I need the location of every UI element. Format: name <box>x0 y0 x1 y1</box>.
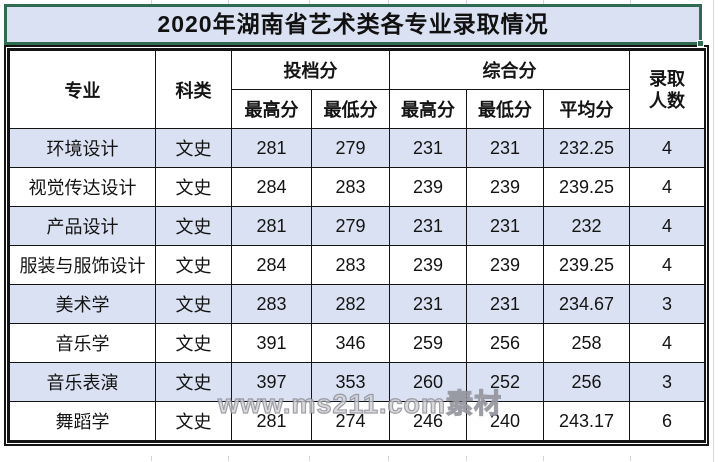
cell-td-max[interactable]: 283 <box>231 284 312 324</box>
title-cell[interactable]: 2020年湖南省艺术类各专业录取情况 <box>4 4 704 47</box>
cell-zh-avg[interactable]: 232.25 <box>542 128 631 168</box>
cell-td-min[interactable]: 282 <box>311 284 390 324</box>
col-header-zh-avg[interactable]: 平均分 <box>542 89 631 129</box>
table-row: 音乐表演 文史 397 353 260 252 256 3 <box>9 362 706 402</box>
cell-td-min[interactable]: 279 <box>311 206 390 246</box>
cell-zh-max[interactable]: 231 <box>389 206 467 246</box>
cell-td-min[interactable]: 353 <box>311 362 390 402</box>
cell-count[interactable]: 4 <box>629 206 706 246</box>
cell-td-min[interactable]: 346 <box>311 323 390 363</box>
selection-fill-handle[interactable] <box>697 40 704 47</box>
excel-gridline <box>713 0 714 462</box>
cell-td-min[interactable]: 279 <box>311 128 390 168</box>
cell-zh-max[interactable]: 239 <box>389 245 467 285</box>
table-row: 美术学 文史 283 282 231 231 234.67 3 <box>9 284 706 324</box>
cell-major[interactable]: 视觉传达设计 <box>9 167 156 207</box>
cell-td-min[interactable]: 283 <box>311 245 390 285</box>
cell-major[interactable]: 舞蹈学 <box>9 401 156 441</box>
cell-zh-avg[interactable]: 232 <box>542 206 631 246</box>
col-header-zh-max[interactable]: 最高分 <box>389 89 467 129</box>
cell-category[interactable]: 文史 <box>155 206 232 246</box>
col-header-toudang-group[interactable]: 投档分 <box>231 50 390 90</box>
cell-category[interactable]: 文史 <box>155 323 232 363</box>
cell-td-max[interactable]: 281 <box>231 128 312 168</box>
excel-gridline-stubs-top <box>4 0 709 4</box>
cell-category[interactable]: 文史 <box>155 284 232 324</box>
cell-major[interactable]: 美术学 <box>9 284 156 324</box>
cell-zh-min[interactable]: 231 <box>466 206 544 246</box>
cell-category[interactable]: 文史 <box>155 128 232 168</box>
page-title: 2020年湖南省艺术类各专业录取情况 <box>157 11 549 37</box>
cell-count[interactable]: 4 <box>629 245 706 285</box>
col-header-enroll[interactable]: 录取人数 <box>629 50 706 129</box>
cell-td-max[interactable]: 397 <box>231 362 312 402</box>
cell-zh-avg[interactable]: 239.25 <box>542 245 631 285</box>
cell-zh-avg[interactable]: 239.25 <box>542 167 631 207</box>
excel-gridline-stubs-bottom <box>4 456 709 461</box>
cell-major[interactable]: 服装与服饰设计 <box>9 245 156 285</box>
cell-major[interactable]: 环境设计 <box>9 128 156 168</box>
cell-count[interactable]: 4 <box>629 323 706 363</box>
cell-zh-avg[interactable]: 256 <box>542 362 631 402</box>
cell-td-min[interactable]: 283 <box>311 167 390 207</box>
cell-td-max[interactable]: 284 <box>231 167 312 207</box>
cell-zh-min[interactable]: 240 <box>466 401 544 441</box>
cell-major[interactable]: 音乐学 <box>9 323 156 363</box>
cell-count[interactable]: 3 <box>629 362 706 402</box>
table-row: 产品设计 文史 281 279 231 231 232 4 <box>9 206 706 246</box>
cell-td-max[interactable]: 281 <box>231 206 312 246</box>
cell-count[interactable]: 3 <box>629 284 706 324</box>
cell-td-max[interactable]: 391 <box>231 323 312 363</box>
table-row: 音乐学 文史 391 346 259 256 258 4 <box>9 323 706 363</box>
cell-zh-max[interactable]: 246 <box>389 401 467 441</box>
cell-td-min[interactable]: 274 <box>311 401 390 441</box>
col-header-td-min[interactable]: 最低分 <box>311 89 390 129</box>
cell-major[interactable]: 产品设计 <box>9 206 156 246</box>
cell-zh-min[interactable]: 256 <box>466 323 544 363</box>
cell-category[interactable]: 文史 <box>155 245 232 285</box>
cell-zh-max[interactable]: 231 <box>389 128 467 168</box>
cell-category[interactable]: 文史 <box>155 401 232 441</box>
table-row: 舞蹈学 文史 281 274 246 240 243.17 6 <box>9 401 706 441</box>
cell-count[interactable]: 4 <box>629 128 706 168</box>
cell-zh-avg[interactable]: 258 <box>542 323 631 363</box>
col-header-category[interactable]: 科类 <box>155 50 232 129</box>
table-row: 服装与服饰设计 文史 284 283 239 239 239.25 4 <box>9 245 706 285</box>
col-header-zh-min[interactable]: 最低分 <box>466 89 544 129</box>
cell-zh-max[interactable]: 231 <box>389 284 467 324</box>
table-row: 视觉传达设计 文史 284 283 239 239 239.25 4 <box>9 167 706 207</box>
col-header-td-max[interactable]: 最高分 <box>231 89 312 129</box>
cell-zh-avg[interactable]: 234.67 <box>542 284 631 324</box>
cell-td-max[interactable]: 281 <box>231 401 312 441</box>
cell-zh-max[interactable]: 239 <box>389 167 467 207</box>
cell-category[interactable]: 文史 <box>155 362 232 402</box>
cell-zh-min[interactable]: 239 <box>466 245 544 285</box>
cell-count[interactable]: 6 <box>629 401 706 441</box>
cell-td-max[interactable]: 284 <box>231 245 312 285</box>
cell-count[interactable]: 4 <box>629 167 706 207</box>
cell-zh-max[interactable]: 260 <box>389 362 467 402</box>
cell-zh-min[interactable]: 231 <box>466 128 544 168</box>
cell-category[interactable]: 文史 <box>155 167 232 207</box>
table-row: 环境设计 文史 281 279 231 231 232.25 4 <box>9 128 706 168</box>
cell-zh-avg[interactable]: 243.17 <box>542 401 631 441</box>
admissions-table: 专业 科类 投档分 综合分 录取人数 最高分 最低分 最高分 最低分 平均分 环… <box>4 45 709 446</box>
col-header-zonghe-group[interactable]: 综合分 <box>388 50 631 90</box>
cell-zh-min[interactable]: 252 <box>466 362 544 402</box>
header-row-groups: 专业 科类 投档分 综合分 录取人数 <box>9 50 706 129</box>
col-header-major[interactable]: 专业 <box>9 50 156 129</box>
cell-zh-min[interactable]: 239 <box>466 167 544 207</box>
header-row-sub: 最高分 最低分 最高分 最低分 平均分 <box>10 89 705 129</box>
cell-zh-max[interactable]: 259 <box>389 323 467 363</box>
cell-zh-min[interactable]: 231 <box>466 284 544 324</box>
cell-major[interactable]: 音乐表演 <box>9 362 156 402</box>
